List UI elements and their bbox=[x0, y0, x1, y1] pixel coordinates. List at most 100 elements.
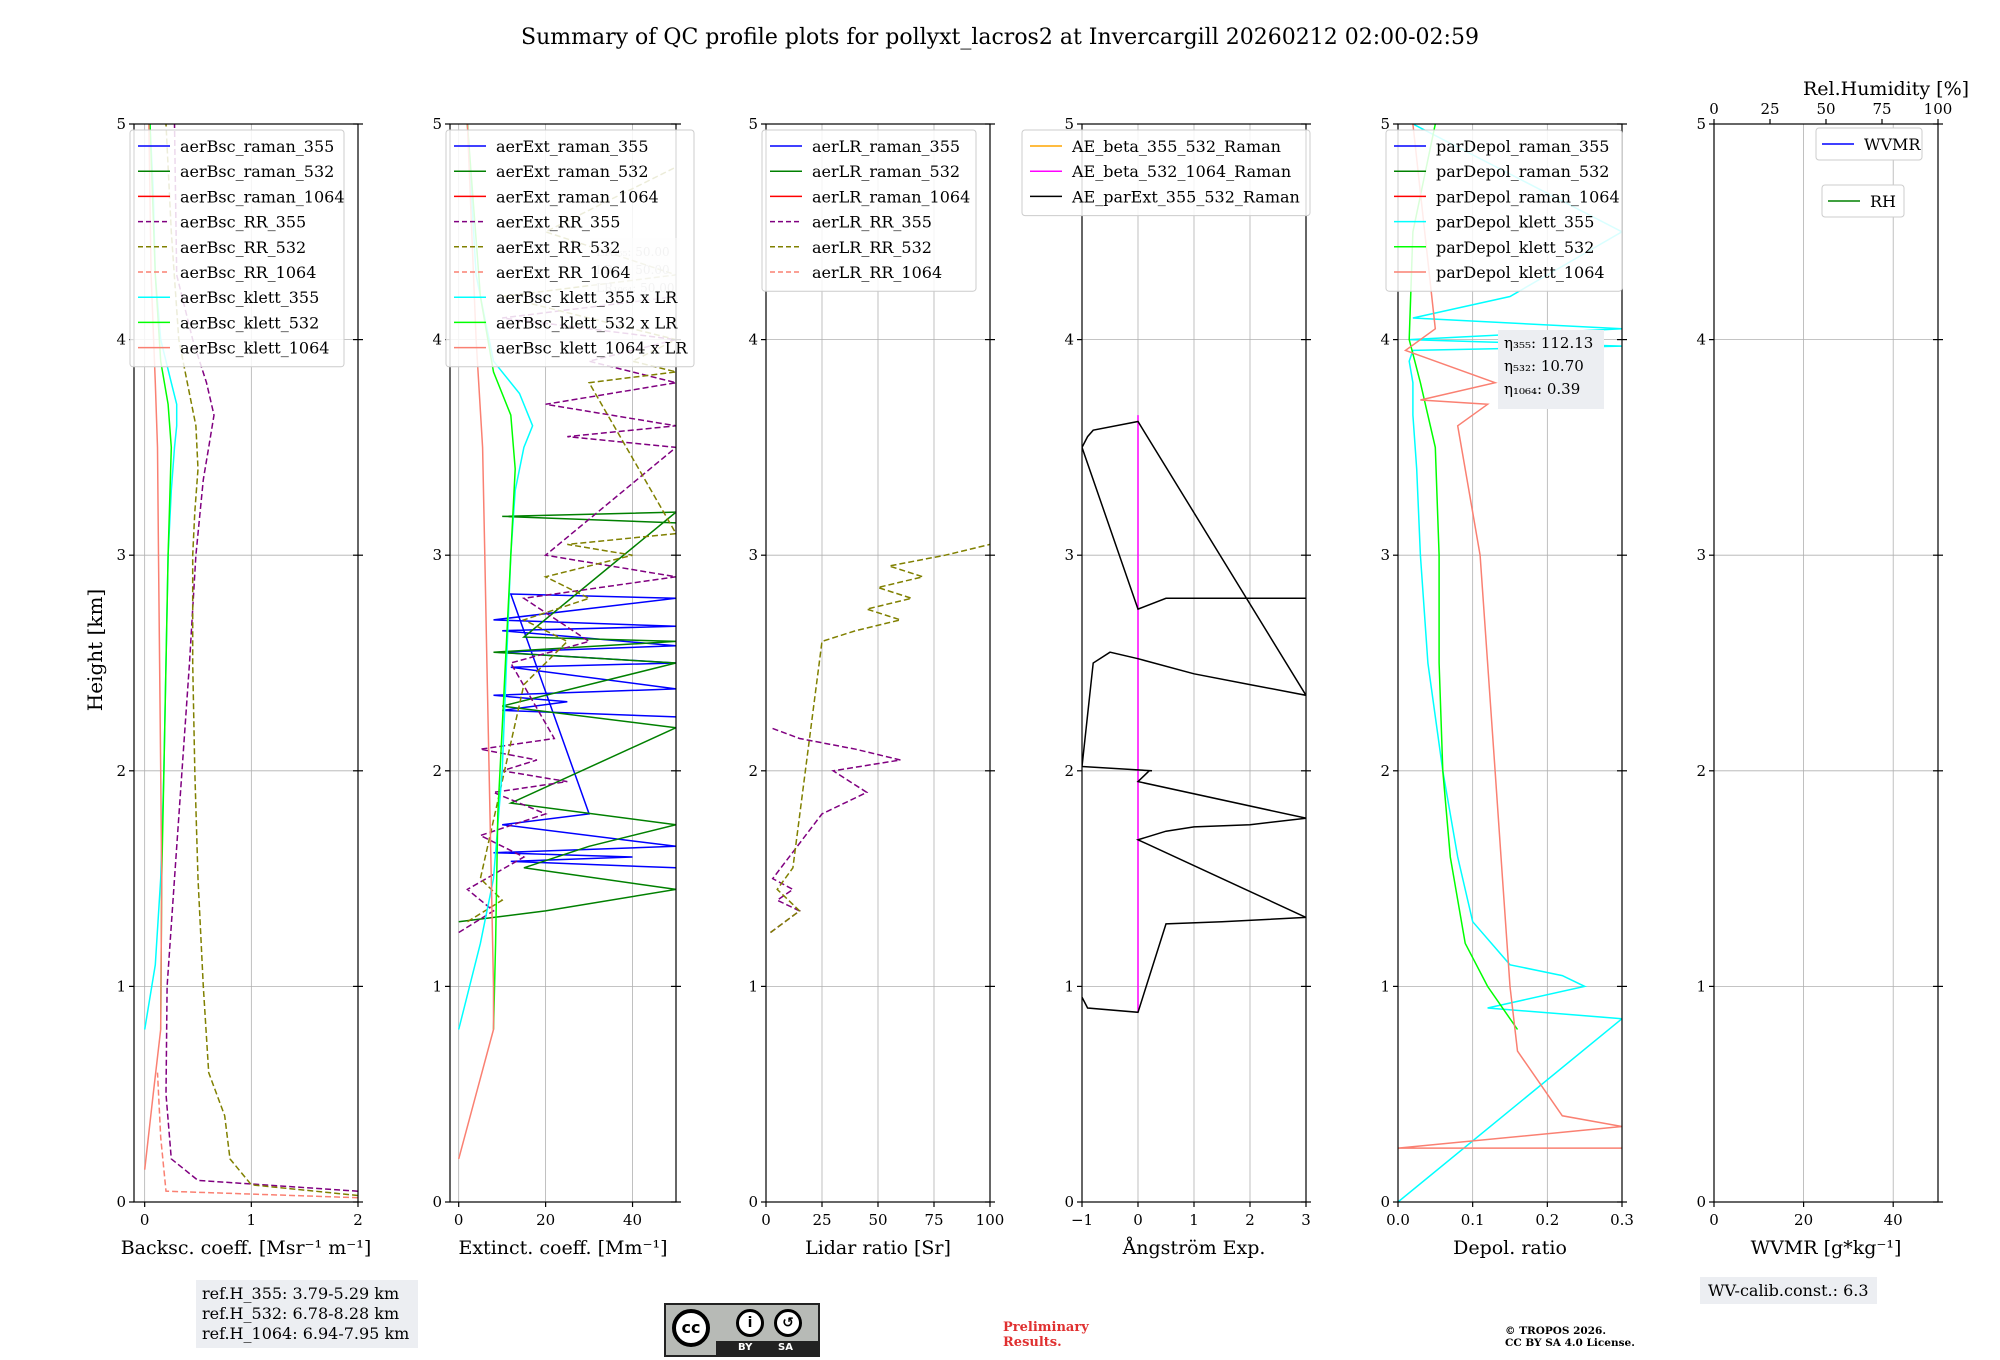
x-tick-label: 0.2 bbox=[1535, 1211, 1559, 1229]
legend: aerBsc_raman_355 aerBsc_raman_532 aerBsc_r… bbox=[129, 129, 345, 368]
x-tick-label: 25 bbox=[812, 1211, 831, 1229]
share-alike-icon: ↺ bbox=[774, 1309, 802, 1337]
legend-label: parDepol_raman_532 bbox=[1436, 162, 1609, 181]
x-tick-label: 0 bbox=[454, 1211, 464, 1229]
y-tick-label: 1 bbox=[116, 977, 126, 995]
x2-tick-label: 100 bbox=[1924, 100, 1953, 118]
annotation-line: η₁₀₆₄: 0.39 bbox=[1504, 380, 1580, 398]
x-tick-label: 75 bbox=[924, 1211, 943, 1229]
plot-area bbox=[1398, 124, 1622, 1202]
chart-panel-depol: 0 1 2 3 4 5 0.0 0.1 0.2 0.3 Depol. ratio η₃₅₅: 112.… bbox=[1380, 115, 1633, 1259]
x-tick-label: 2 bbox=[1245, 1211, 1255, 1229]
legend-label: aerBsc_klett_355 x LR bbox=[496, 288, 678, 307]
y-tick-label: 5 bbox=[1064, 115, 1074, 133]
y-tick-label: 2 bbox=[1380, 762, 1390, 780]
legend-label: aerBsc_RR_532 bbox=[180, 238, 306, 257]
legend: aerLR_raman_355 aerLR_raman_532 aerLR_rama… bbox=[761, 129, 977, 292]
x-axis-label: Ångström Exp. bbox=[1122, 1237, 1266, 1259]
series-line-aerlr-rr-355 bbox=[770, 726, 901, 934]
x-tick-label: 0 bbox=[140, 1211, 150, 1229]
legend-label: aerLR_raman_355 bbox=[812, 137, 960, 156]
legend-label: aerExt_RR_1064 bbox=[496, 263, 631, 282]
x-tick-label: 2 bbox=[353, 1211, 363, 1229]
preliminary-note: Preliminary Results. bbox=[1003, 1320, 1089, 1350]
x-tick-label: −1 bbox=[1071, 1211, 1093, 1229]
legend-label: aerBsc_klett_355 bbox=[180, 288, 319, 307]
y-tick-label: 3 bbox=[432, 546, 442, 564]
legend-frame bbox=[445, 129, 695, 368]
y-tick-label: 1 bbox=[748, 977, 758, 995]
legend-label: AE_beta_355_532_Raman bbox=[1071, 137, 1281, 156]
preliminary-line-2: Results. bbox=[1003, 1335, 1062, 1350]
legend-label: parDepol_raman_1064 bbox=[1436, 187, 1620, 206]
annotation-line: η₅₃₂: 10.70 bbox=[1504, 357, 1584, 375]
legend: AE_beta_355_532_Raman AE_beta_532_1064_Ra… bbox=[1021, 129, 1311, 217]
y-tick-label: 2 bbox=[116, 762, 126, 780]
copyright-line-1: © TROPOS 2026. bbox=[1505, 1325, 1607, 1337]
legend-label: aerExt_RR_355 bbox=[496, 213, 620, 232]
series-line-aerbsc-rr-1064 bbox=[156, 1072, 358, 1199]
legend-label: aerExt_raman_355 bbox=[496, 137, 649, 156]
legend-frame bbox=[761, 129, 977, 292]
x2-tick-label: 0 bbox=[1709, 100, 1719, 118]
y-tick-label: 1 bbox=[1380, 977, 1390, 995]
copyright-line-2: CC BY SA 4.0 License. bbox=[1505, 1337, 1635, 1349]
y-tick-label: 2 bbox=[1696, 762, 1706, 780]
legend-label: aerLR_raman_1064 bbox=[812, 187, 970, 206]
annotation-background bbox=[1498, 330, 1604, 409]
x-tick-label: 1 bbox=[247, 1211, 257, 1229]
legend-label: AE_parExt_355_532_Raman bbox=[1071, 187, 1300, 206]
y-tick-label: 5 bbox=[1696, 115, 1706, 133]
legend-frame bbox=[1385, 129, 1623, 292]
series-line-aerbsc-klett-1064-x-lr bbox=[457, 124, 495, 1160]
series-line-aerext-raman-532 bbox=[458, 511, 676, 923]
legend-label: aerExt_raman_532 bbox=[496, 162, 649, 181]
y-tick-label: 4 bbox=[1380, 331, 1390, 349]
preliminary-line-1: Preliminary bbox=[1003, 1320, 1089, 1335]
wv-calibration-text: WV-calib.const.: 6.3 bbox=[1708, 1281, 1869, 1300]
legend-label: aerExt_raman_1064 bbox=[496, 187, 659, 206]
plot-area bbox=[1082, 415, 1306, 1014]
cc-license-badge: cc i ↺ BY SA bbox=[664, 1303, 820, 1357]
x-axis-label: Lidar ratio [Sr] bbox=[805, 1237, 951, 1259]
legend-label: aerBsc_klett_1064 x LR bbox=[496, 339, 688, 358]
legend-label: parDepol_klett_532 bbox=[1436, 238, 1594, 257]
x-tick-label: 20 bbox=[536, 1211, 555, 1229]
axes-frame bbox=[449, 123, 677, 1203]
legend-label: aerBsc_RR_355 bbox=[180, 213, 306, 232]
legend-label: RH bbox=[1870, 192, 1896, 211]
axes-frame bbox=[133, 123, 359, 1203]
axes-frame bbox=[1713, 123, 1939, 1203]
copyright-note: © TROPOS 2026. CC BY SA 4.0 License. bbox=[1505, 1325, 1635, 1349]
y-tick-label: 4 bbox=[116, 331, 126, 349]
series-line-aerbsc-rr-532 bbox=[165, 124, 358, 1197]
x-tick-label: 40 bbox=[623, 1211, 642, 1229]
y-tick-label: 3 bbox=[748, 546, 758, 564]
figure-title: Summary of QC profile plots for pollyxt_… bbox=[521, 25, 1479, 50]
legend-label: aerLR_RR_1064 bbox=[812, 263, 942, 282]
y-tick-label: 3 bbox=[1696, 546, 1706, 564]
x-tick-label: 0.1 bbox=[1461, 1211, 1485, 1229]
legend: parDepol_raman_355 parDepol_raman_532 parD… bbox=[1385, 129, 1623, 292]
legend-label: aerLR_RR_532 bbox=[812, 238, 932, 257]
legend-frame bbox=[1821, 184, 1905, 218]
legend-label: AE_beta_532_1064_Raman bbox=[1071, 162, 1291, 181]
legend-label: aerBsc_klett_1064 bbox=[180, 339, 329, 358]
x-tick-label: 20 bbox=[1794, 1211, 1813, 1229]
x-tick-label: 0.0 bbox=[1386, 1211, 1410, 1229]
x-tick-label: 100 bbox=[976, 1211, 1005, 1229]
legend-label: aerBsc_raman_1064 bbox=[180, 187, 345, 206]
y-tick-label: 0 bbox=[1064, 1193, 1074, 1211]
cc-by-label: BY bbox=[738, 1342, 753, 1353]
wv-calibration-box: WV-calib.const.: 6.3 bbox=[1700, 1277, 1877, 1304]
x-axis-label: Extinct. coeff. [Mm⁻¹] bbox=[458, 1237, 667, 1259]
legend-label: parDepol_raman_355 bbox=[1436, 137, 1609, 156]
y-tick-label: 4 bbox=[748, 331, 758, 349]
y-tick-label: 0 bbox=[1696, 1193, 1706, 1211]
x2-tick-label: 75 bbox=[1872, 100, 1891, 118]
refheight-355: ref.H_355: 3.79-5.29 km bbox=[202, 1284, 400, 1303]
cc-badge-label-bar: BY SA bbox=[716, 1341, 818, 1355]
y-tick-label: 1 bbox=[432, 977, 442, 995]
legend-label: aerExt_RR_532 bbox=[496, 238, 620, 257]
